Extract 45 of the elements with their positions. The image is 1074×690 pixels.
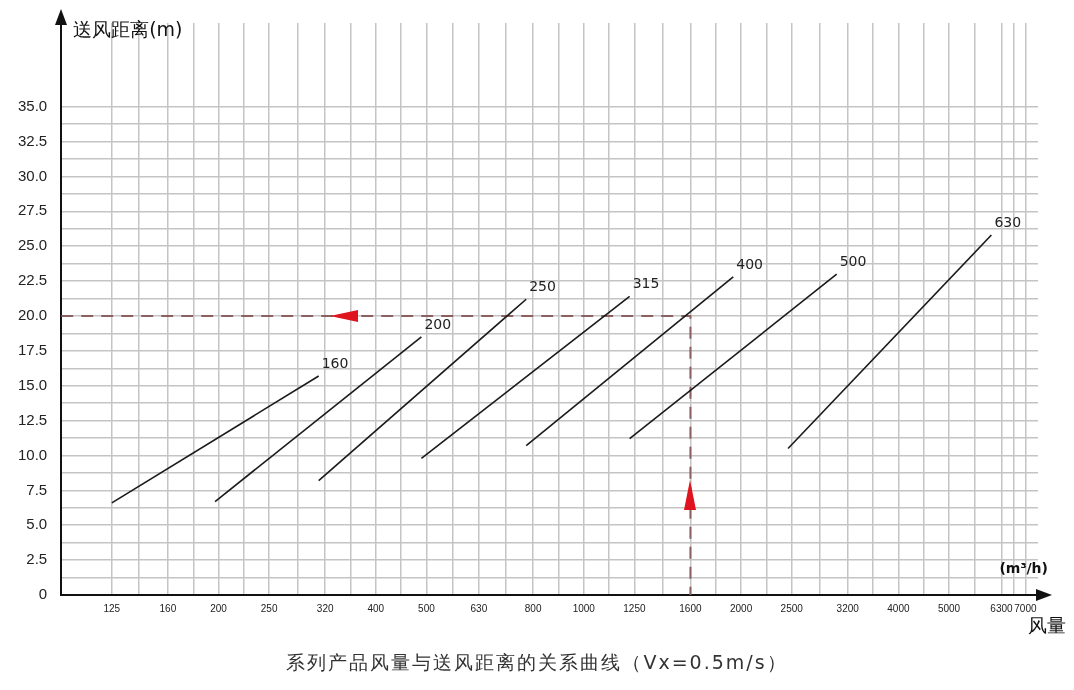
- y-tick-label: 5.0: [26, 515, 48, 533]
- text: 系列产品风量与送风距离的关系曲线（Vx=0.5m/s）: [285, 650, 789, 675]
- x-tick-label: 200: [210, 602, 228, 614]
- series-label: 315: [632, 275, 660, 292]
- x-tick-label: 1250: [623, 602, 646, 614]
- x-tick-label: 2500: [780, 602, 804, 614]
- x-tick-label: 5000: [937, 602, 961, 614]
- series-label: 400: [736, 255, 763, 272]
- y-tick-label: 22.5: [17, 271, 48, 289]
- series-label: 160: [321, 354, 349, 371]
- x-tick-label: 7000: [1014, 602, 1037, 614]
- x-tick-label: 1600: [679, 602, 702, 614]
- series-label: 250: [529, 277, 556, 294]
- x-tick-label: 630: [470, 602, 488, 614]
- y-tick-label: 7.5: [26, 480, 48, 498]
- x-tick-label: 320: [316, 602, 334, 614]
- y-tick-label: 17.5: [17, 340, 48, 358]
- y-tick-label: 25.0: [17, 236, 48, 254]
- annotation: (m³/h): [999, 559, 1048, 576]
- y-tick-label: 0: [38, 585, 48, 603]
- x-tick-label: 125: [103, 602, 121, 614]
- x-tick-label: 250: [260, 602, 278, 614]
- x-tick-label: 2000: [729, 602, 753, 614]
- y-tick-label: 15.0: [17, 375, 48, 393]
- x-tick-label: 160: [159, 602, 177, 614]
- x-tick-label: 500: [418, 602, 436, 614]
- x-tick-label: 400: [367, 602, 385, 614]
- y-tick-label: 10.0: [17, 445, 48, 463]
- y-tick-label: 2.5: [26, 550, 48, 568]
- series-label: 630: [994, 213, 1022, 230]
- y-axis-title: 送风距离(m): [73, 17, 183, 40]
- x-tick-label: 4000: [887, 602, 910, 614]
- y-tick-label: 32.5: [17, 131, 48, 149]
- y-tick-label: 20.0: [17, 306, 48, 324]
- x-tick-label: 800: [524, 602, 542, 614]
- x-tick-label: 6300: [990, 602, 1014, 614]
- x-tick-label: 3200: [836, 602, 860, 614]
- y-tick-label: 12.5: [17, 410, 48, 428]
- x-axis-title: 风量: [1028, 613, 1066, 636]
- series-label: 500: [839, 252, 867, 269]
- series-label: 200: [424, 315, 452, 332]
- y-tick-label: 27.5: [17, 201, 48, 219]
- y-tick-label: 30.0: [17, 166, 48, 184]
- y-tick-label: 35.0: [17, 96, 48, 114]
- x-tick-label: 1000: [572, 602, 596, 614]
